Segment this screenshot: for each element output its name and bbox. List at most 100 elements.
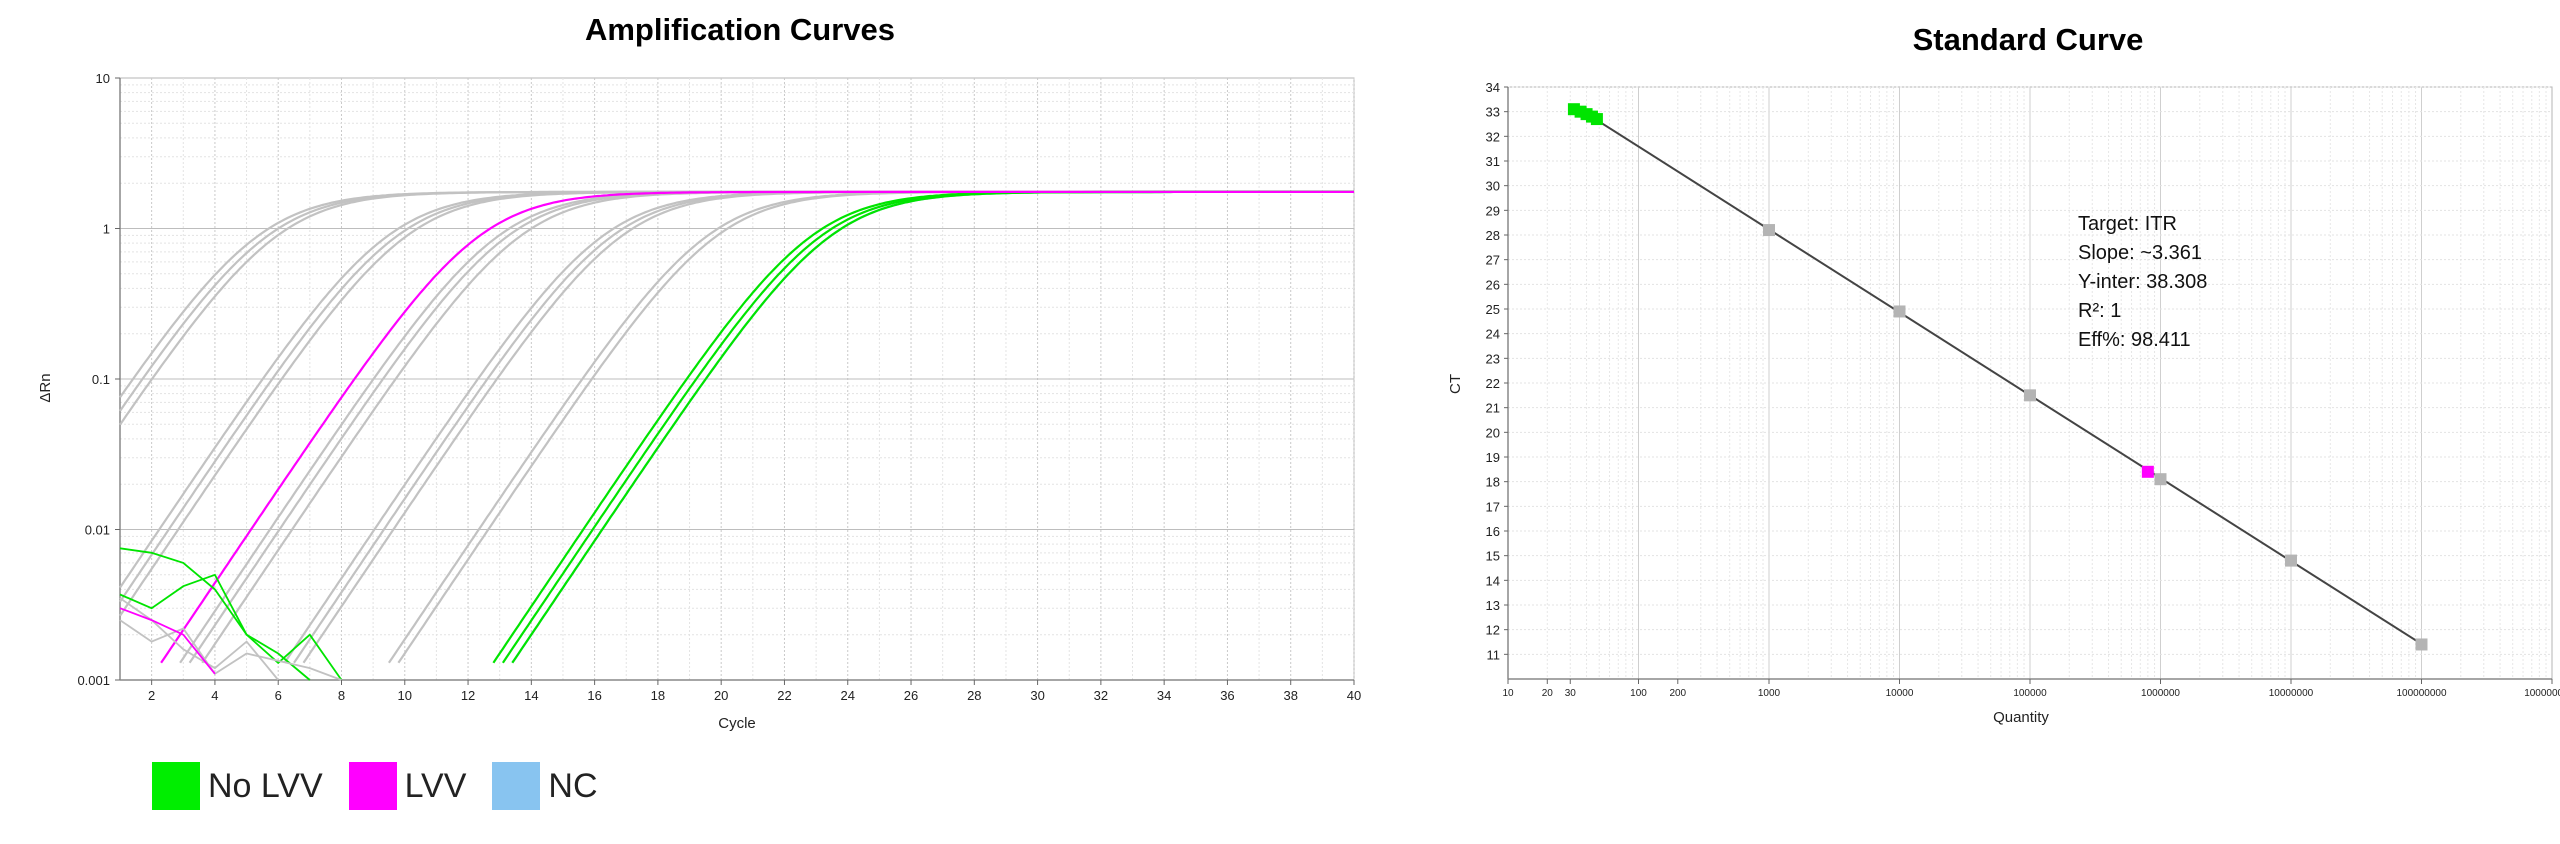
std-y-tick-label: 32 (1486, 129, 1500, 144)
amp-x-tick-label: 24 (841, 688, 855, 703)
standard-curve-annotation: Target: ITR Slope: ~3.361 Y-inter: 38.30… (2078, 213, 2207, 351)
annotation-r-squared: R²: 1 (2078, 300, 2121, 322)
std-y-tick-label: 30 (1486, 179, 1500, 194)
std-y-tick-label: 34 (1486, 80, 1500, 95)
std-point (2415, 638, 2428, 651)
std-y-tick-label: 14 (1486, 573, 1500, 588)
amp-x-tick-label: 40 (1347, 688, 1361, 703)
amp-y-tick-label: 0.1 (92, 372, 110, 387)
amp-x-tick-label: 20 (714, 688, 728, 703)
std-point (1763, 224, 1775, 237)
std-y-tick-label: 23 (1486, 351, 1500, 366)
amp-y-tick-label: 0.001 (77, 673, 110, 688)
annotation-efficiency: Eff%: 98.411 (2078, 329, 2191, 351)
std-y-tick-label: 26 (1486, 277, 1500, 292)
amp-baseline-noise (119, 573, 311, 681)
standard-curve-chart: Standard Curve CT Quantity 10 20 30 100 200 1… (1447, 22, 2560, 726)
amp-x-tick-label: 4 (211, 688, 218, 703)
std-y-tick-label: 16 (1486, 524, 1500, 539)
std-x-tick-label: 100 (1630, 688, 1647, 699)
std-y-tick-label: 11 (1487, 647, 1501, 662)
amp-curve (160, 190, 1354, 664)
amp-x-tick-label: 18 (651, 688, 665, 703)
amplification-x-axis-label: Cycle (718, 715, 756, 732)
std-x-tick-label: 1000000000 (2524, 688, 2560, 699)
standard-curve-x-axis-label: Quantity (1993, 709, 2049, 726)
amplification-chart: Amplification Curves ΔRn Cycle 2 4 6 8 10 12 1… (37, 12, 1361, 732)
standard-curve-fit (1592, 116, 2423, 645)
standard-curve-title: Standard Curve (1913, 22, 2144, 57)
amp-y-tick-label: 0.01 (85, 523, 110, 538)
std-y-tick-label: 33 (1486, 105, 1500, 120)
amp-x-tick-label: 30 (1030, 688, 1044, 703)
amp-baseline-noise (119, 607, 216, 675)
standard-curve-points (1567, 103, 2428, 651)
std-y-tick-label: 12 (1486, 623, 1500, 638)
std-fit-line (1592, 116, 2423, 645)
std-y-tick-label: 22 (1486, 376, 1500, 391)
std-x-tick-label: 1000 (1758, 688, 1781, 699)
legend-item-no-lvv: No LVV (152, 762, 323, 810)
std-y-tick-label: 13 (1486, 598, 1500, 613)
amp-x-tick-label: 34 (1157, 688, 1171, 703)
std-y-tick-label: 29 (1486, 203, 1500, 218)
std-x-tick-label: 100000000 (2396, 688, 2446, 699)
amp-x-tick-label: 8 (338, 688, 345, 703)
std-x-tick-label: 1000000 (2141, 688, 2180, 699)
std-x-tick-label: 10 (1502, 688, 1514, 699)
std-y-tick-label: 19 (1486, 450, 1500, 465)
amp-x-tick-label: 36 (1220, 688, 1234, 703)
amp-x-tick-label: 28 (967, 688, 981, 703)
amp-x-tick-label: 26 (904, 688, 918, 703)
legend-label-lvv: LVV (404, 766, 467, 805)
standard-curve-y-axis-label: CT (1447, 374, 1464, 394)
amp-baseline-noise (119, 597, 279, 681)
std-x-tick-label: 30 (1565, 688, 1577, 699)
std-point (2024, 389, 2036, 402)
amplification-curves (119, 190, 1354, 681)
amp-baseline-noise (119, 547, 343, 681)
amplification-chart-title: Amplification Curves (585, 12, 895, 47)
amp-x-tick-label: 16 (587, 688, 601, 703)
amp-y-tick-label: 1 (103, 222, 110, 237)
std-x-tick-label: 200 (1669, 688, 1686, 699)
legend: No LVV LVV NC (152, 762, 624, 810)
std-point (1893, 305, 1906, 318)
std-point (2154, 473, 2167, 486)
amp-x-tick-label: 22 (777, 688, 791, 703)
legend-label-nc: NC (548, 766, 598, 805)
amp-x-tick-label: 32 (1094, 688, 1108, 703)
amplification-grid (119, 77, 1355, 681)
annotation-target: Target: ITR (2078, 213, 2177, 235)
std-x-tick-label: 10000 (1886, 688, 1914, 699)
amp-x-tick-label: 10 (398, 688, 412, 703)
std-x-tick-label: 10000000 (2269, 688, 2314, 699)
std-x-tick-label: 20 (1542, 688, 1554, 699)
std-y-tick-label: 24 (1486, 327, 1500, 342)
amp-x-tick-label: 14 (524, 688, 538, 703)
amplification-y-axis-label: ΔRn (37, 373, 54, 402)
amp-x-tick-label: 38 (1283, 688, 1297, 703)
std-y-tick-label: 28 (1486, 228, 1500, 243)
std-y-tick-label: 21 (1486, 401, 1500, 416)
amp-x-tick-label: 12 (461, 688, 475, 703)
std-y-tick-label: 27 (1486, 253, 1500, 268)
legend-swatch-lvv (348, 762, 397, 810)
amp-y-tick-label: 10 (96, 71, 110, 86)
std-point (1590, 113, 1603, 126)
std-y-tick-label: 17 (1486, 499, 1500, 514)
standard-curve-ticks: 10 20 30 100 200 1000 10000 100000 1000000 100000… (1486, 80, 2560, 699)
legend-item-nc: NC (492, 762, 598, 810)
amp-x-tick-label: 2 (148, 688, 155, 703)
legend-swatch-no-lvv (152, 762, 200, 810)
legend-item-lvv: LVV (348, 762, 467, 810)
amp-x-tick-label: 6 (275, 688, 282, 703)
amplification-ticks: 2 4 6 8 10 12 14 16 18 20 22 24 26 28 30 32 34 36 38 401010… (77, 71, 1361, 703)
std-y-tick-label: 18 (1486, 475, 1500, 490)
legend-label-no-lvv: No LVV (208, 766, 323, 805)
legend-swatch-nc (492, 762, 541, 810)
std-point (2285, 554, 2297, 567)
standard-curve-grid (1507, 86, 2553, 680)
std-y-tick-label: 20 (1486, 425, 1500, 440)
std-x-tick-label: 100000 (2013, 688, 2047, 699)
